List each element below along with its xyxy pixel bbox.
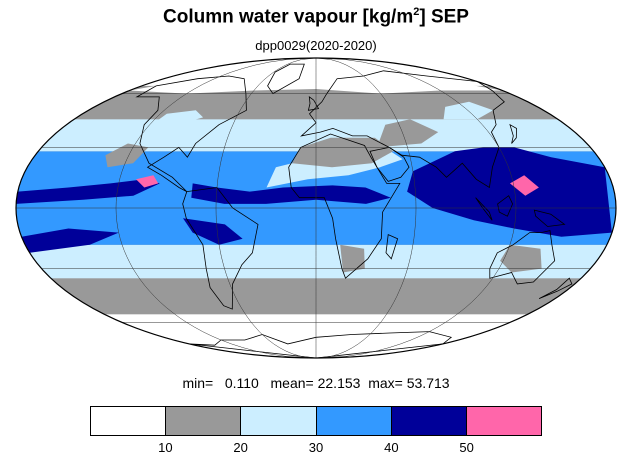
- mollweide-map: [15, 57, 617, 359]
- field-region: [500, 244, 542, 273]
- coastline: [189, 331, 453, 358]
- mean-value: 22.153: [317, 375, 361, 391]
- field-region: [211, 248, 255, 269]
- coastline: [509, 123, 517, 144]
- mean-label: mean=: [270, 375, 314, 391]
- title-suffix: ] SEP: [419, 6, 469, 28]
- field-region: [510, 175, 539, 196]
- field-region: [407, 147, 612, 237]
- field-region: [292, 137, 394, 168]
- coastline: [385, 234, 399, 260]
- colorbar-tick-label: 30: [308, 440, 324, 455]
- coastlines: [135, 63, 573, 358]
- chart-title: Column water vapour [kg/m2] SEP: [0, 6, 632, 28]
- colorbar-tick-label: 10: [158, 440, 173, 455]
- title-superscript: 2: [413, 6, 420, 18]
- colorbar-swatch-3: [316, 407, 392, 435]
- coastline: [533, 209, 566, 227]
- colorbar-ticks: 10 20 30 40 50: [90, 440, 542, 456]
- field-layer: [16, 58, 616, 358]
- title-text: Column water vapour [kg/m: [163, 6, 414, 28]
- colorbar-swatch-4: [391, 407, 467, 435]
- coastline: [538, 277, 573, 299]
- colorbar-tick-label: 50: [459, 440, 474, 455]
- field-region: [191, 183, 391, 204]
- min-value: 0.110: [224, 375, 259, 391]
- coastline: [182, 187, 259, 310]
- field-region: [146, 110, 204, 129]
- colorbar-tick-label: 20: [233, 440, 248, 455]
- field-region: [105, 143, 149, 168]
- coastline: [489, 230, 556, 285]
- field-region: [443, 101, 494, 120]
- map-border: [15, 57, 617, 359]
- field-region: [340, 244, 365, 273]
- coastline: [307, 96, 320, 111]
- stats-line: min= 0.110 mean= 22.153 max= 53.713: [0, 375, 632, 391]
- field-region: [377, 119, 439, 148]
- coastline: [135, 75, 247, 192]
- coastline: [497, 195, 514, 217]
- map-panel: [10, 52, 622, 364]
- max-label: max=: [368, 375, 403, 391]
- field-region: [21, 228, 119, 253]
- min-label: min=: [182, 375, 214, 391]
- coastline: [369, 146, 410, 182]
- colorbar-swatch-0: [91, 407, 167, 435]
- chart-subtitle: dpp0029(2020-2020): [255, 38, 377, 53]
- coastline: [288, 133, 401, 279]
- coastline: [300, 70, 505, 189]
- colorbar-swatch-5: [466, 407, 542, 435]
- colorbar: [90, 406, 542, 436]
- field-region: [183, 218, 243, 245]
- colorbar-tick-label: 40: [384, 440, 399, 455]
- max-value: 53.713: [406, 375, 450, 391]
- coastline: [475, 197, 493, 221]
- field-region: [136, 175, 159, 188]
- colorbar-swatch-2: [241, 407, 317, 435]
- colorbar-swatch-1: [166, 407, 242, 435]
- field-region: [16, 179, 160, 204]
